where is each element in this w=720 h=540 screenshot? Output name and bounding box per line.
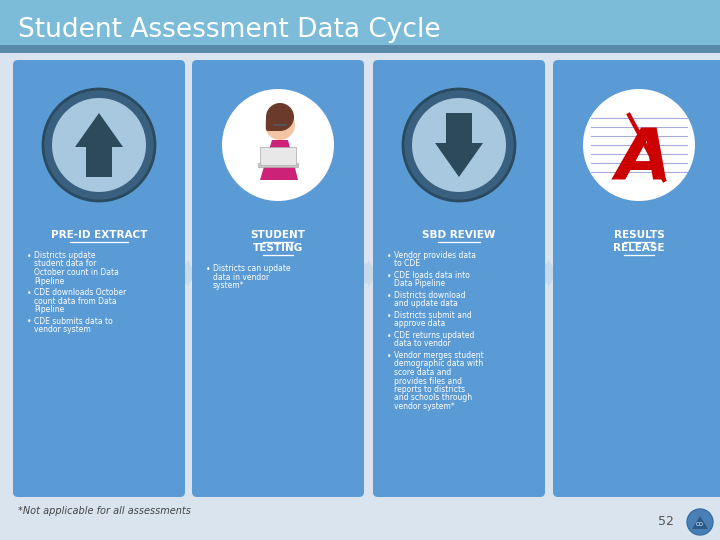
FancyBboxPatch shape	[0, 0, 720, 50]
Text: vendor system: vendor system	[34, 325, 91, 334]
Text: Districts update: Districts update	[34, 251, 96, 260]
Text: SBD REVIEW: SBD REVIEW	[423, 230, 495, 240]
Text: provides files and: provides files and	[394, 376, 462, 386]
Text: Districts download: Districts download	[394, 291, 466, 300]
FancyArrow shape	[360, 260, 377, 287]
Polygon shape	[435, 113, 483, 177]
Text: and update data: and update data	[394, 300, 458, 308]
Circle shape	[52, 98, 146, 192]
Text: data to vendor: data to vendor	[394, 340, 451, 348]
FancyBboxPatch shape	[258, 163, 298, 167]
FancyBboxPatch shape	[373, 60, 545, 497]
Text: Student Assessment Data Cycle: Student Assessment Data Cycle	[18, 17, 441, 43]
Text: STUDENT: STUDENT	[251, 230, 305, 240]
Text: •: •	[27, 289, 32, 298]
Text: CO: CO	[696, 523, 704, 528]
Circle shape	[266, 103, 294, 131]
Text: Vendor provides data: Vendor provides data	[394, 251, 476, 260]
Text: system*: system*	[213, 281, 245, 290]
Text: and schools through: and schools through	[394, 394, 472, 402]
FancyBboxPatch shape	[553, 60, 720, 497]
FancyBboxPatch shape	[192, 60, 364, 497]
Text: •: •	[206, 265, 210, 274]
Text: RESULTS: RESULTS	[613, 230, 665, 240]
Text: •: •	[27, 252, 32, 261]
Circle shape	[222, 89, 334, 201]
Text: October count in Data: October count in Data	[34, 268, 119, 277]
Circle shape	[265, 110, 295, 140]
Text: RELEASE: RELEASE	[613, 243, 665, 253]
Circle shape	[583, 89, 695, 201]
Text: score data and: score data and	[394, 368, 451, 377]
Text: Districts can update: Districts can update	[213, 264, 291, 273]
Text: •: •	[387, 332, 392, 341]
Text: approve data: approve data	[394, 320, 445, 328]
FancyBboxPatch shape	[266, 117, 282, 131]
FancyBboxPatch shape	[13, 60, 185, 497]
Text: CDE submits data to: CDE submits data to	[34, 316, 113, 326]
Text: vendor system*: vendor system*	[394, 402, 454, 411]
Text: to CDE: to CDE	[394, 260, 420, 268]
Text: Pipeline: Pipeline	[34, 276, 64, 286]
Text: •: •	[387, 352, 392, 361]
Text: count data from Data: count data from Data	[34, 296, 117, 306]
Text: reports to districts: reports to districts	[394, 385, 465, 394]
Polygon shape	[692, 516, 708, 529]
FancyBboxPatch shape	[260, 147, 296, 165]
Text: CDE loads data into: CDE loads data into	[394, 271, 470, 280]
Text: *Not applicable for all assessments: *Not applicable for all assessments	[18, 506, 191, 516]
Text: •: •	[387, 292, 392, 301]
Text: A: A	[616, 125, 672, 194]
Text: demographic data with: demographic data with	[394, 360, 483, 368]
Text: TESTING: TESTING	[253, 243, 303, 253]
Text: •: •	[27, 318, 32, 327]
Circle shape	[43, 89, 155, 201]
Text: PRE-ID EXTRACT: PRE-ID EXTRACT	[51, 230, 147, 240]
Text: •: •	[387, 252, 392, 261]
Text: Vendor merges student: Vendor merges student	[394, 351, 484, 360]
Text: CDE downloads October: CDE downloads October	[34, 288, 126, 297]
Text: Data Pipeline: Data Pipeline	[394, 280, 445, 288]
Polygon shape	[260, 140, 298, 180]
Text: Districts submit and: Districts submit and	[394, 311, 472, 320]
FancyBboxPatch shape	[0, 45, 720, 53]
Text: CDE returns updated: CDE returns updated	[394, 331, 474, 340]
Text: Pipeline: Pipeline	[34, 305, 64, 314]
FancyArrow shape	[541, 260, 557, 287]
Polygon shape	[75, 113, 123, 177]
Circle shape	[412, 98, 506, 192]
Circle shape	[403, 89, 515, 201]
FancyArrow shape	[181, 260, 196, 287]
Text: student data for: student data for	[34, 260, 96, 268]
Circle shape	[687, 509, 713, 535]
Text: data in vendor: data in vendor	[213, 273, 269, 281]
Text: 52: 52	[658, 515, 674, 528]
Text: •: •	[387, 312, 392, 321]
Text: •: •	[387, 272, 392, 281]
